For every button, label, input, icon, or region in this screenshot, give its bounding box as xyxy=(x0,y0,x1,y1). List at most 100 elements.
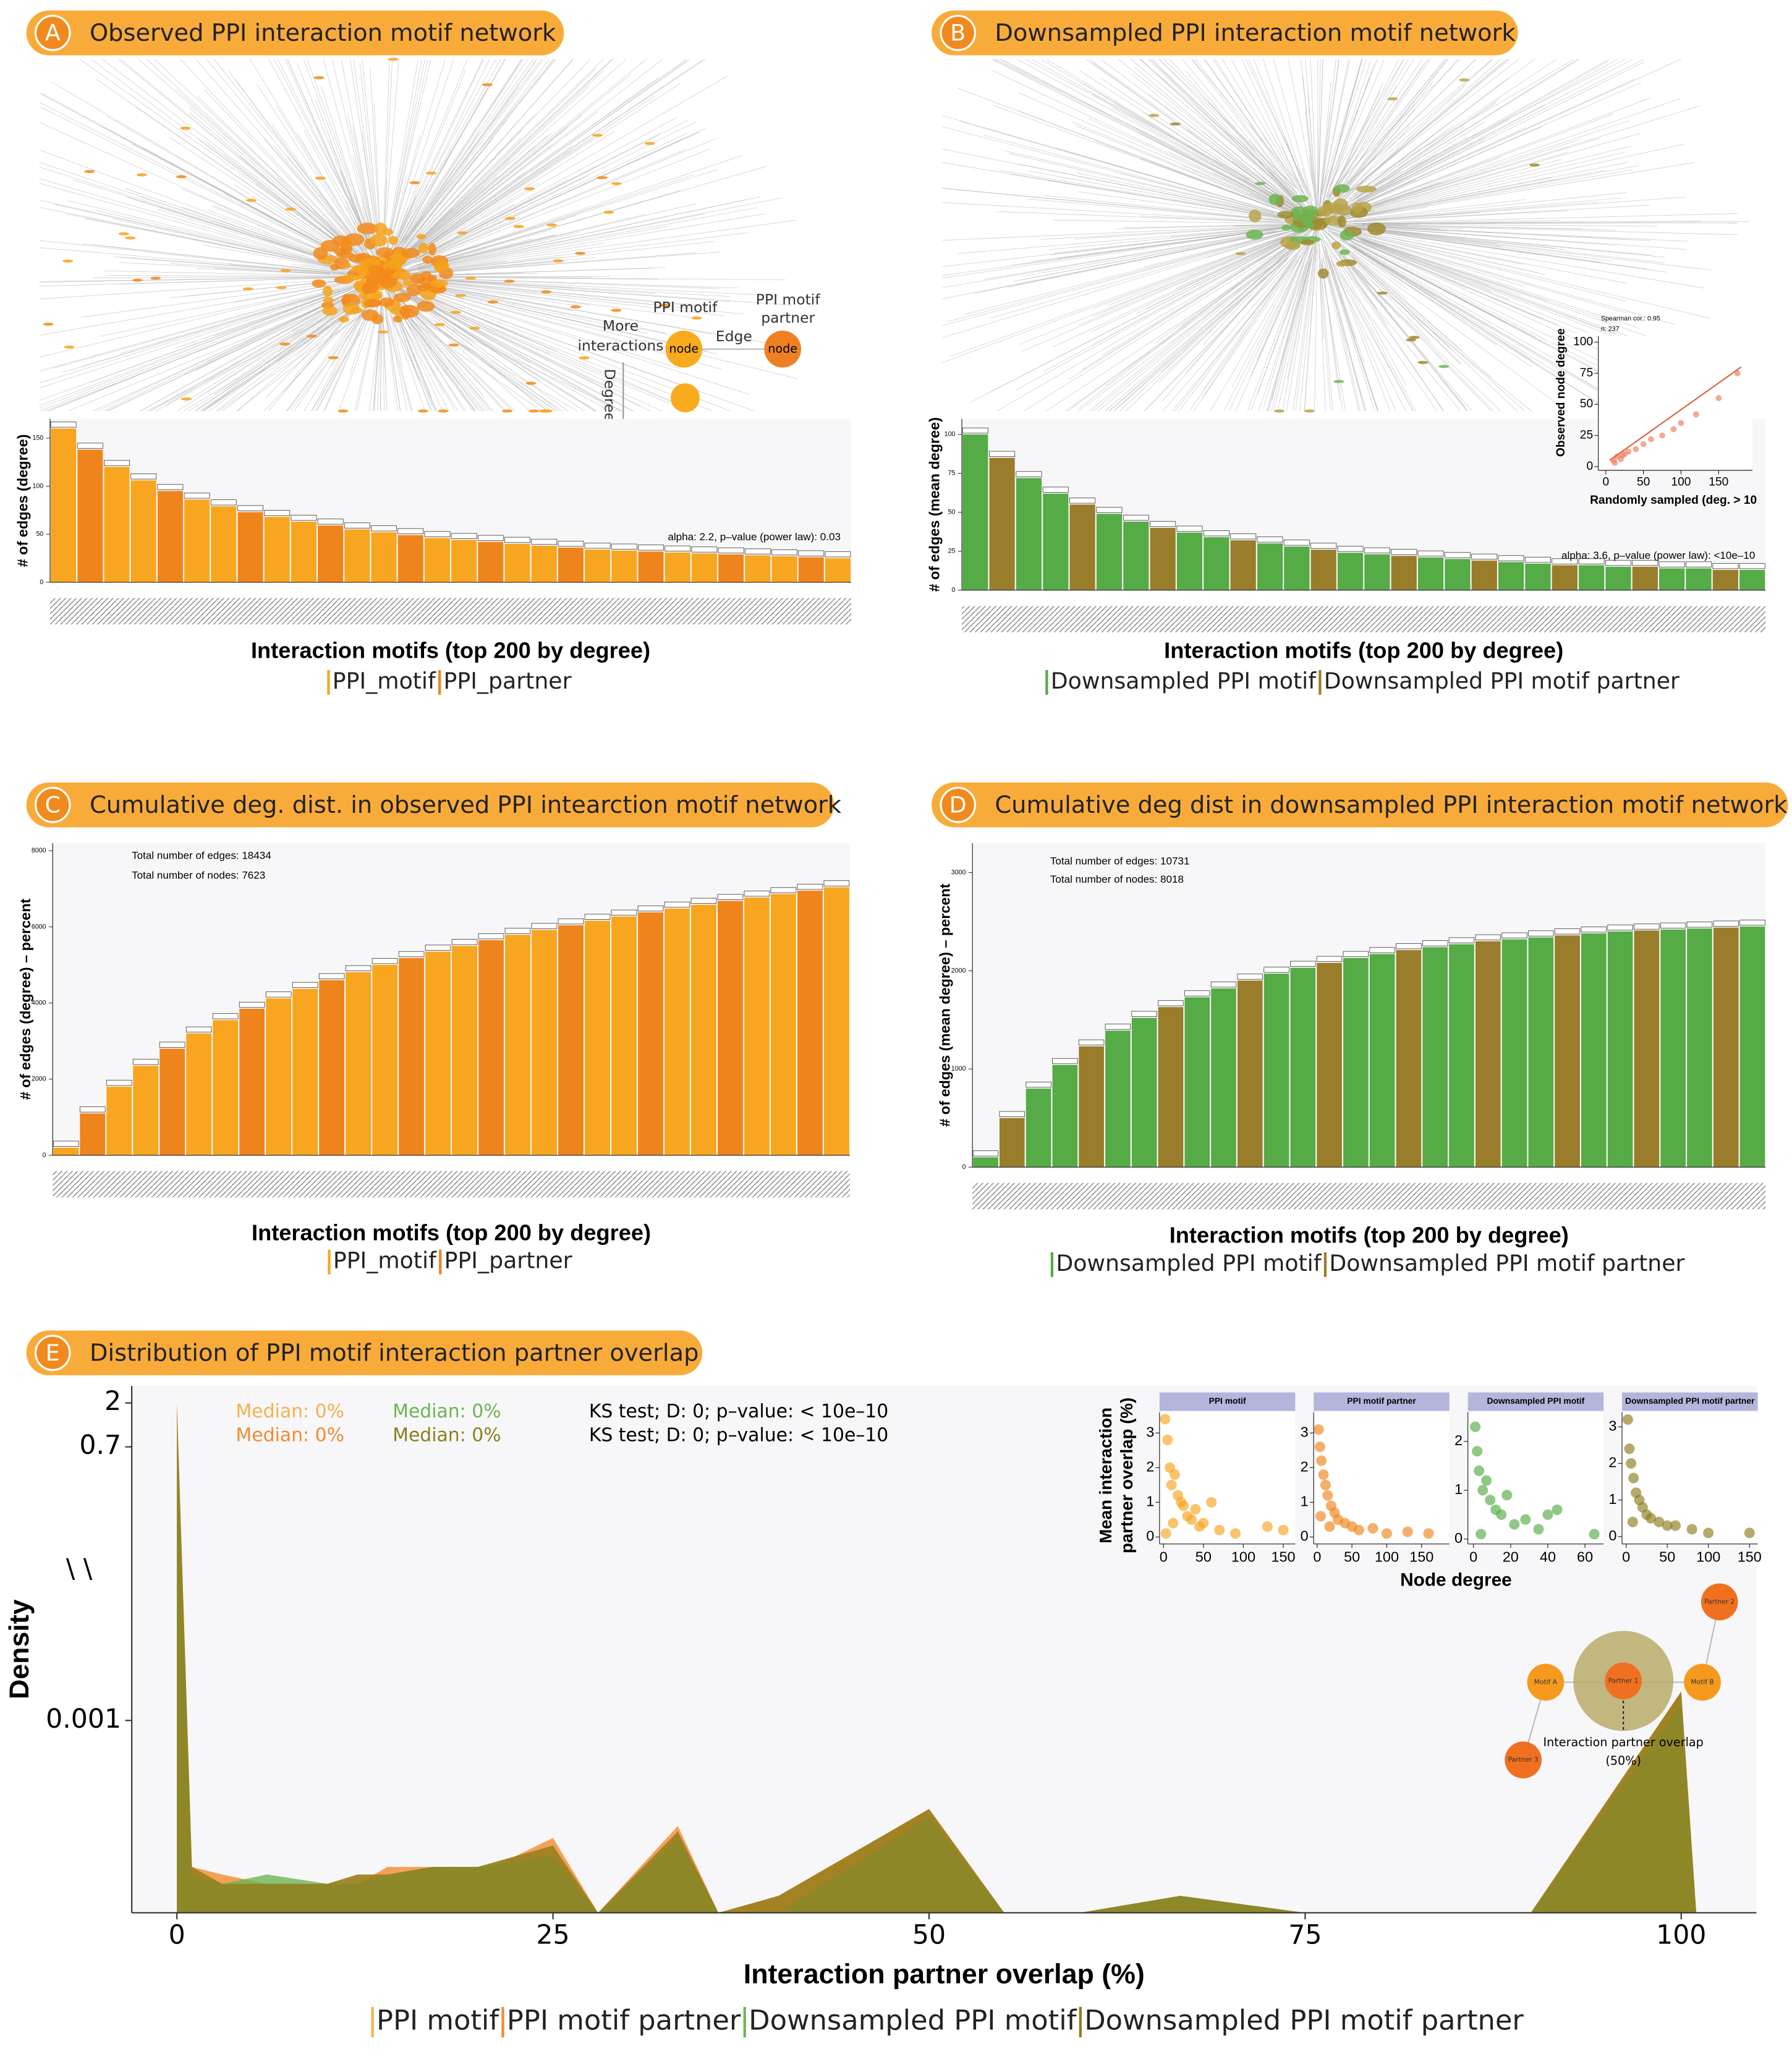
network-edge xyxy=(406,312,578,412)
network-node xyxy=(376,247,394,258)
network-node xyxy=(84,170,95,174)
network-edge xyxy=(1076,172,1285,218)
bar xyxy=(1712,570,1738,590)
network-edge xyxy=(1092,230,1305,332)
network-edge xyxy=(1328,119,1509,218)
point xyxy=(1476,1529,1487,1540)
point xyxy=(1647,436,1654,443)
network-edge xyxy=(1305,59,1318,217)
network-edge xyxy=(1022,229,1285,277)
network-edge xyxy=(942,224,1304,241)
point xyxy=(1686,1524,1697,1535)
bar-cap xyxy=(504,928,531,934)
network-edge xyxy=(1328,59,1409,197)
network-edge xyxy=(1367,226,1651,241)
network-edge xyxy=(382,313,385,411)
bar xyxy=(1257,543,1283,590)
bar xyxy=(1096,514,1123,590)
panel-letter: D xyxy=(949,791,967,818)
legend: PPI motif PPI motif partner Downsampled PP… xyxy=(371,2003,1524,2037)
network-edge xyxy=(118,59,373,268)
bar xyxy=(771,556,797,582)
network-edge xyxy=(996,229,1310,412)
network-edge xyxy=(1328,59,1446,197)
point xyxy=(1474,1465,1485,1476)
point xyxy=(1262,1521,1273,1532)
bar xyxy=(1422,947,1448,1168)
network-edge xyxy=(1356,227,1422,234)
network-edge xyxy=(402,314,542,412)
bar xyxy=(531,545,557,582)
bar xyxy=(371,532,397,582)
network-node xyxy=(1367,222,1386,236)
network-edge xyxy=(1364,241,1492,292)
network-edge xyxy=(941,233,1286,338)
bar xyxy=(825,558,851,582)
median-label: Median: 0% xyxy=(236,1424,344,1446)
network-edge xyxy=(1304,248,1317,411)
bar xyxy=(718,901,743,1156)
network-edge xyxy=(264,294,375,412)
network-node xyxy=(455,294,466,297)
network-edge xyxy=(1354,243,1605,375)
panel-title: Downsampled PPI interaction motif networ… xyxy=(995,19,1516,47)
network-edge xyxy=(1338,162,1694,221)
network-edge xyxy=(1351,239,1600,350)
bar xyxy=(1581,933,1607,1168)
network-edge xyxy=(1323,226,1588,333)
network-node xyxy=(546,223,558,227)
network-edge xyxy=(1140,59,1296,200)
network-edge xyxy=(274,59,368,237)
bar xyxy=(452,946,478,1156)
x-tick-label: 100 xyxy=(1656,1919,1706,1950)
network-edge xyxy=(183,307,357,412)
network-edge xyxy=(1089,59,1299,207)
legend-node xyxy=(670,383,700,413)
network-edge xyxy=(214,59,373,259)
network-edge xyxy=(39,106,365,269)
category-labels xyxy=(50,598,852,625)
bar xyxy=(1471,560,1497,590)
network-edge xyxy=(387,284,478,410)
y-tick-label: 1 xyxy=(1146,1493,1154,1509)
network-edge xyxy=(1163,253,1299,412)
network-edge xyxy=(1344,137,1445,206)
network-edge xyxy=(119,262,346,275)
network-edge xyxy=(402,119,689,267)
bar-cap xyxy=(584,914,611,920)
network-edge xyxy=(942,202,1286,223)
network-node xyxy=(341,263,352,269)
network-edge xyxy=(412,294,694,412)
network-edge xyxy=(406,59,690,260)
network-edge xyxy=(1107,237,1283,306)
network-edge xyxy=(1348,244,1532,368)
y-tick-label: 3 xyxy=(1608,1417,1616,1433)
bar xyxy=(237,512,263,582)
network-edge xyxy=(413,252,720,275)
network-edge xyxy=(1353,114,1613,211)
network-edge xyxy=(1231,161,1305,215)
bar-cap xyxy=(424,531,451,537)
network-edge xyxy=(1349,59,1626,200)
legend-label: PPI_motif xyxy=(333,668,436,694)
network-edge xyxy=(1324,246,1356,339)
network-edge xyxy=(383,77,659,276)
network-edge xyxy=(214,289,365,394)
network-edge xyxy=(1333,225,1665,263)
network-edge xyxy=(1322,253,1367,412)
network-edge xyxy=(1333,226,1628,284)
network-edge xyxy=(391,315,433,412)
annotation: Total number of edges: 18434 xyxy=(132,850,271,862)
network-edge xyxy=(1339,226,1665,258)
point xyxy=(1520,1514,1531,1525)
network-edge xyxy=(44,289,359,412)
network-edge xyxy=(1092,62,1296,209)
legend-node xyxy=(764,330,802,368)
network-edge xyxy=(188,310,354,412)
network-edge xyxy=(1349,244,1532,360)
plot-background xyxy=(1159,1412,1296,1544)
network-edge xyxy=(1155,241,1294,343)
network-node xyxy=(660,304,671,307)
network-node xyxy=(597,176,608,179)
network-node xyxy=(1300,239,1315,245)
